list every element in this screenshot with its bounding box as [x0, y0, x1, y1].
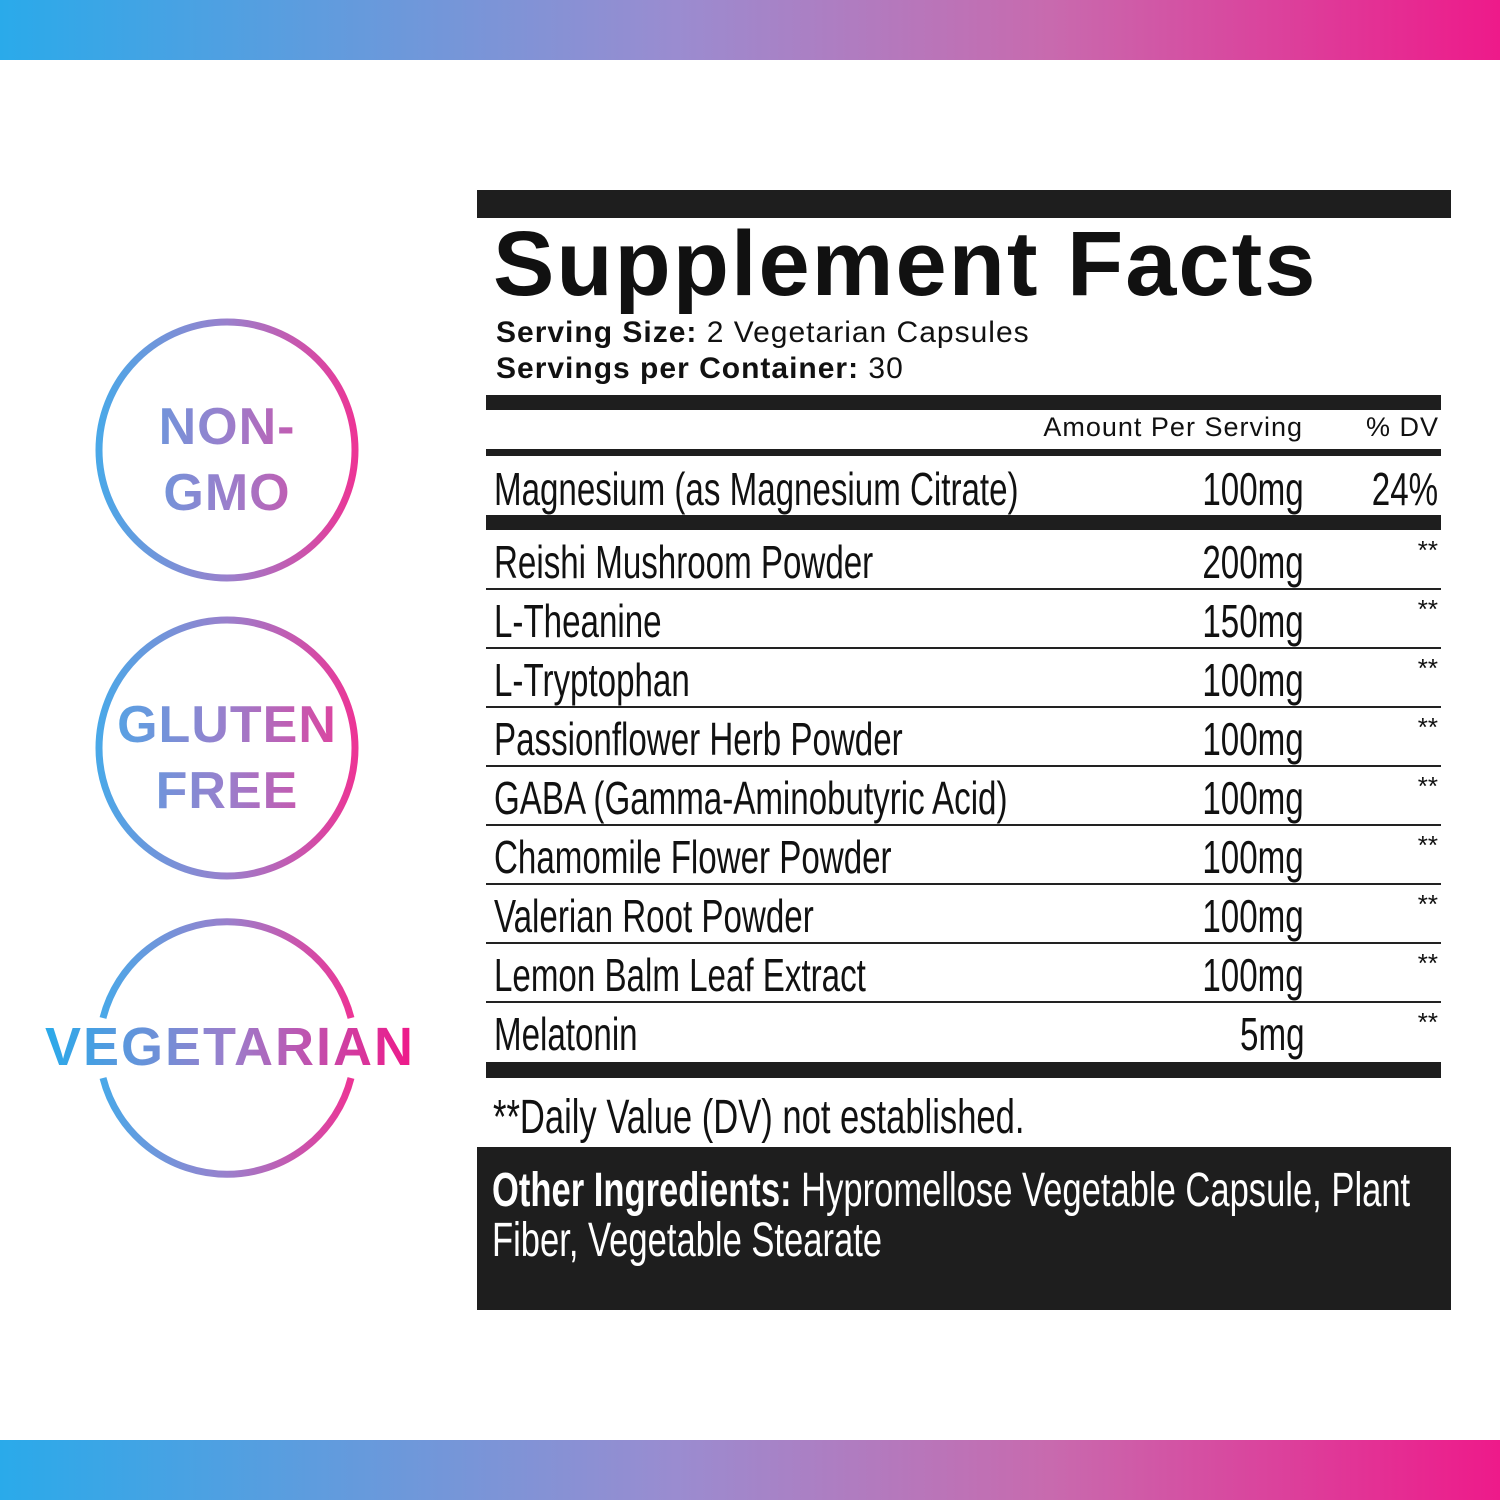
non-gmo-badge: NON- GMO: [95, 318, 359, 582]
bottom-gradient-bar: [0, 1440, 1500, 1500]
gluten-free-badge: GLUTEN FREE: [95, 616, 359, 880]
ingredient-amount: 100mg: [1202, 949, 1304, 1001]
ingredient-amount: 5mg: [1239, 1008, 1304, 1060]
ingredient-dv: **: [1417, 948, 1438, 978]
ingredient-dv: **: [1417, 889, 1438, 919]
serving-size: Serving Size: 2 Vegetarian Capsules: [496, 316, 1030, 349]
ingredient-amount: 100mg: [1202, 890, 1304, 942]
divider: [486, 395, 1441, 410]
servings-per-container: Servings per Container: 30: [496, 352, 904, 385]
ingredient-row: Reishi Mushroom Powder 200mg **: [486, 531, 1441, 590]
ingredient-amount: 100mg: [1202, 831, 1304, 883]
ingredient-name: Reishi Mushroom Powder: [494, 536, 874, 588]
ingredient-dv: **: [1417, 830, 1438, 860]
vegetarian-badge: [95, 916, 359, 1180]
ingredient-row: Chamomile Flower Powder 100mg **: [486, 826, 1441, 885]
ingredient-amount: 150mg: [1202, 595, 1304, 647]
ingredient-dv: **: [1417, 1007, 1438, 1037]
ingredient-name: Passionflower Herb Powder: [494, 713, 903, 765]
ingredient-row: Passionflower Herb Powder 100mg **: [486, 708, 1441, 767]
other-ingredients-box: Other Ingredients: Hypromellose Vegetabl…: [477, 1147, 1451, 1310]
vegetarian-badge-text: VEGETARIAN: [45, 1017, 416, 1077]
ingredient-row: Valerian Root Powder 100mg **: [486, 885, 1441, 944]
divider: [486, 449, 1441, 456]
supplement-facts-panel: Supplement Facts Serving Size: 2 Vegetar…: [477, 190, 1451, 1310]
ingredient-amount: 200mg: [1202, 536, 1304, 588]
ingredient-dv: **: [1417, 535, 1438, 565]
ingredient-row: Lemon Balm Leaf Extract 100mg **: [486, 944, 1441, 1003]
ingredient-amount: 100mg: [1202, 772, 1304, 824]
top-gradient-bar: [0, 0, 1500, 60]
top-divider: [477, 190, 1451, 218]
divider: [486, 1062, 1441, 1078]
ingredient-name: Valerian Root Powder: [494, 890, 814, 942]
header-dv: % DV: [1365, 412, 1439, 442]
ingredient-name: L-Tryptophan: [494, 654, 690, 706]
header-amount: Amount Per Serving: [1043, 412, 1303, 442]
ingredient-dv: **: [1417, 712, 1438, 742]
ingredient-row: L-Theanine 150mg **: [486, 590, 1441, 649]
ingredient-amount: 100mg: [1202, 713, 1304, 765]
ingredient-amount: 100mg: [1202, 654, 1304, 706]
ingredient-row: Melatonin 5mg **: [486, 1003, 1441, 1062]
primary-nutrient-row: Magnesium (as Magnesium Citrate) 100mg 2…: [494, 463, 1438, 515]
ingredient-name: Lemon Balm Leaf Extract: [494, 949, 866, 1001]
facts-title: Supplement Facts: [493, 213, 1318, 315]
ingredient-dv: **: [1417, 653, 1438, 683]
ingredient-dv: **: [1417, 594, 1438, 624]
ingredient-name: Melatonin: [494, 1008, 638, 1060]
ingredient-row: GABA (Gamma-Aminobutyric Acid) 100mg **: [486, 767, 1441, 826]
ingredient-dv: **: [1417, 771, 1438, 801]
ingredient-name: L-Theanine: [494, 595, 662, 647]
ingredient-name: GABA (Gamma-Aminobutyric Acid): [494, 772, 1008, 824]
footnote: **Daily Value (DV) not established.: [493, 1091, 1025, 1144]
ingredient-row: L-Tryptophan 100mg **: [486, 649, 1441, 708]
ingredient-name: Chamomile Flower Powder: [494, 831, 892, 883]
divider: [486, 515, 1441, 530]
